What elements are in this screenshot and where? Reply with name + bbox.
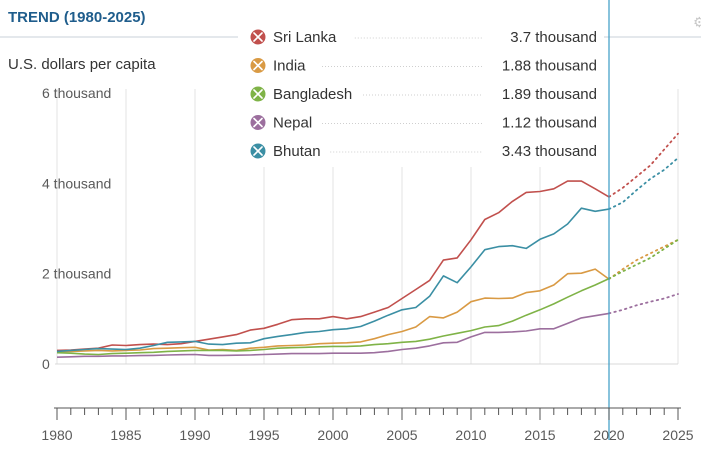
x-tick-label: 2000 [317,427,348,443]
y-tick-label: 0 [42,356,50,372]
y-tick-label: 2 thousand [42,266,111,282]
chart-title: TREND (1980-2025) [8,9,146,26]
legend-name: Bhutan [273,143,321,160]
legend-value: 1.12 thousand [502,115,597,132]
x-tick-label: 2025 [662,427,693,443]
y-tick-label: 4 thousand [42,175,111,191]
x-axis: 1980 1985 1990 1995 2000 2005 2010 2015 2020 2025 [41,407,694,443]
projection-line-bangladesh[interactable] [608,238,679,280]
series-line-india[interactable] [56,268,610,353]
legend-x-mark [253,60,263,71]
x-tick-label: 1990 [179,427,210,443]
series-lines [56,0,679,440]
legend-value: 1.88 thousand [502,58,597,75]
legend-x-mark [253,146,263,156]
x-tick-label: 1980 [41,427,72,443]
y-axis-label: U.S. dollars per capita [8,56,156,73]
legend-name: Sri Lanka [273,29,337,46]
projection-line-sri-lanka[interactable] [608,132,679,198]
series-line-bhutan[interactable] [56,207,610,353]
x-tick-label: 2015 [524,427,555,443]
x-tick-label: 1985 [110,427,141,443]
legend: Sri Lanka 3.7 thousand India 1.88 thousand B… [238,24,604,167]
x-tick-label: 2005 [386,427,417,443]
settings-icon[interactable]: ⚙ [693,14,701,30]
legend-item[interactable]: Nepal 1.12 thousand [250,115,598,132]
x-tick-label: 2010 [455,427,486,443]
legend-item[interactable]: Bhutan 3.43 thousand [250,143,598,160]
legend-name: India [273,58,306,75]
legend-item[interactable]: India 1.88 thousand [250,58,598,75]
legend-value: 3.43 thousand [502,143,597,160]
x-tick-label: 1995 [248,427,279,443]
series-line-nepal[interactable] [56,312,610,358]
legend-name: Nepal [273,115,312,132]
legend-item[interactable]: Bangladesh 1.89 thousand [250,86,598,103]
series-line-bangladesh[interactable] [56,277,610,356]
projection-line-india[interactable] [608,238,679,281]
legend-value: 1.89 thousand [502,86,597,103]
projection-line-nepal[interactable] [608,293,679,315]
y-tick-label: 6 thousand [42,85,111,101]
legend-x-mark [253,32,263,42]
series-line-sri-lanka[interactable] [56,180,610,352]
legend-value: 3.7 thousand [510,29,597,46]
legend-item[interactable]: Sri Lanka 3.7 thousand [250,29,598,46]
legend-name: Bangladesh [273,86,352,103]
x-tick-label: 2020 [593,427,624,443]
projection-line-bhutan[interactable] [608,157,679,211]
legend-x-mark [253,89,263,99]
legend-x-mark [253,117,263,128]
